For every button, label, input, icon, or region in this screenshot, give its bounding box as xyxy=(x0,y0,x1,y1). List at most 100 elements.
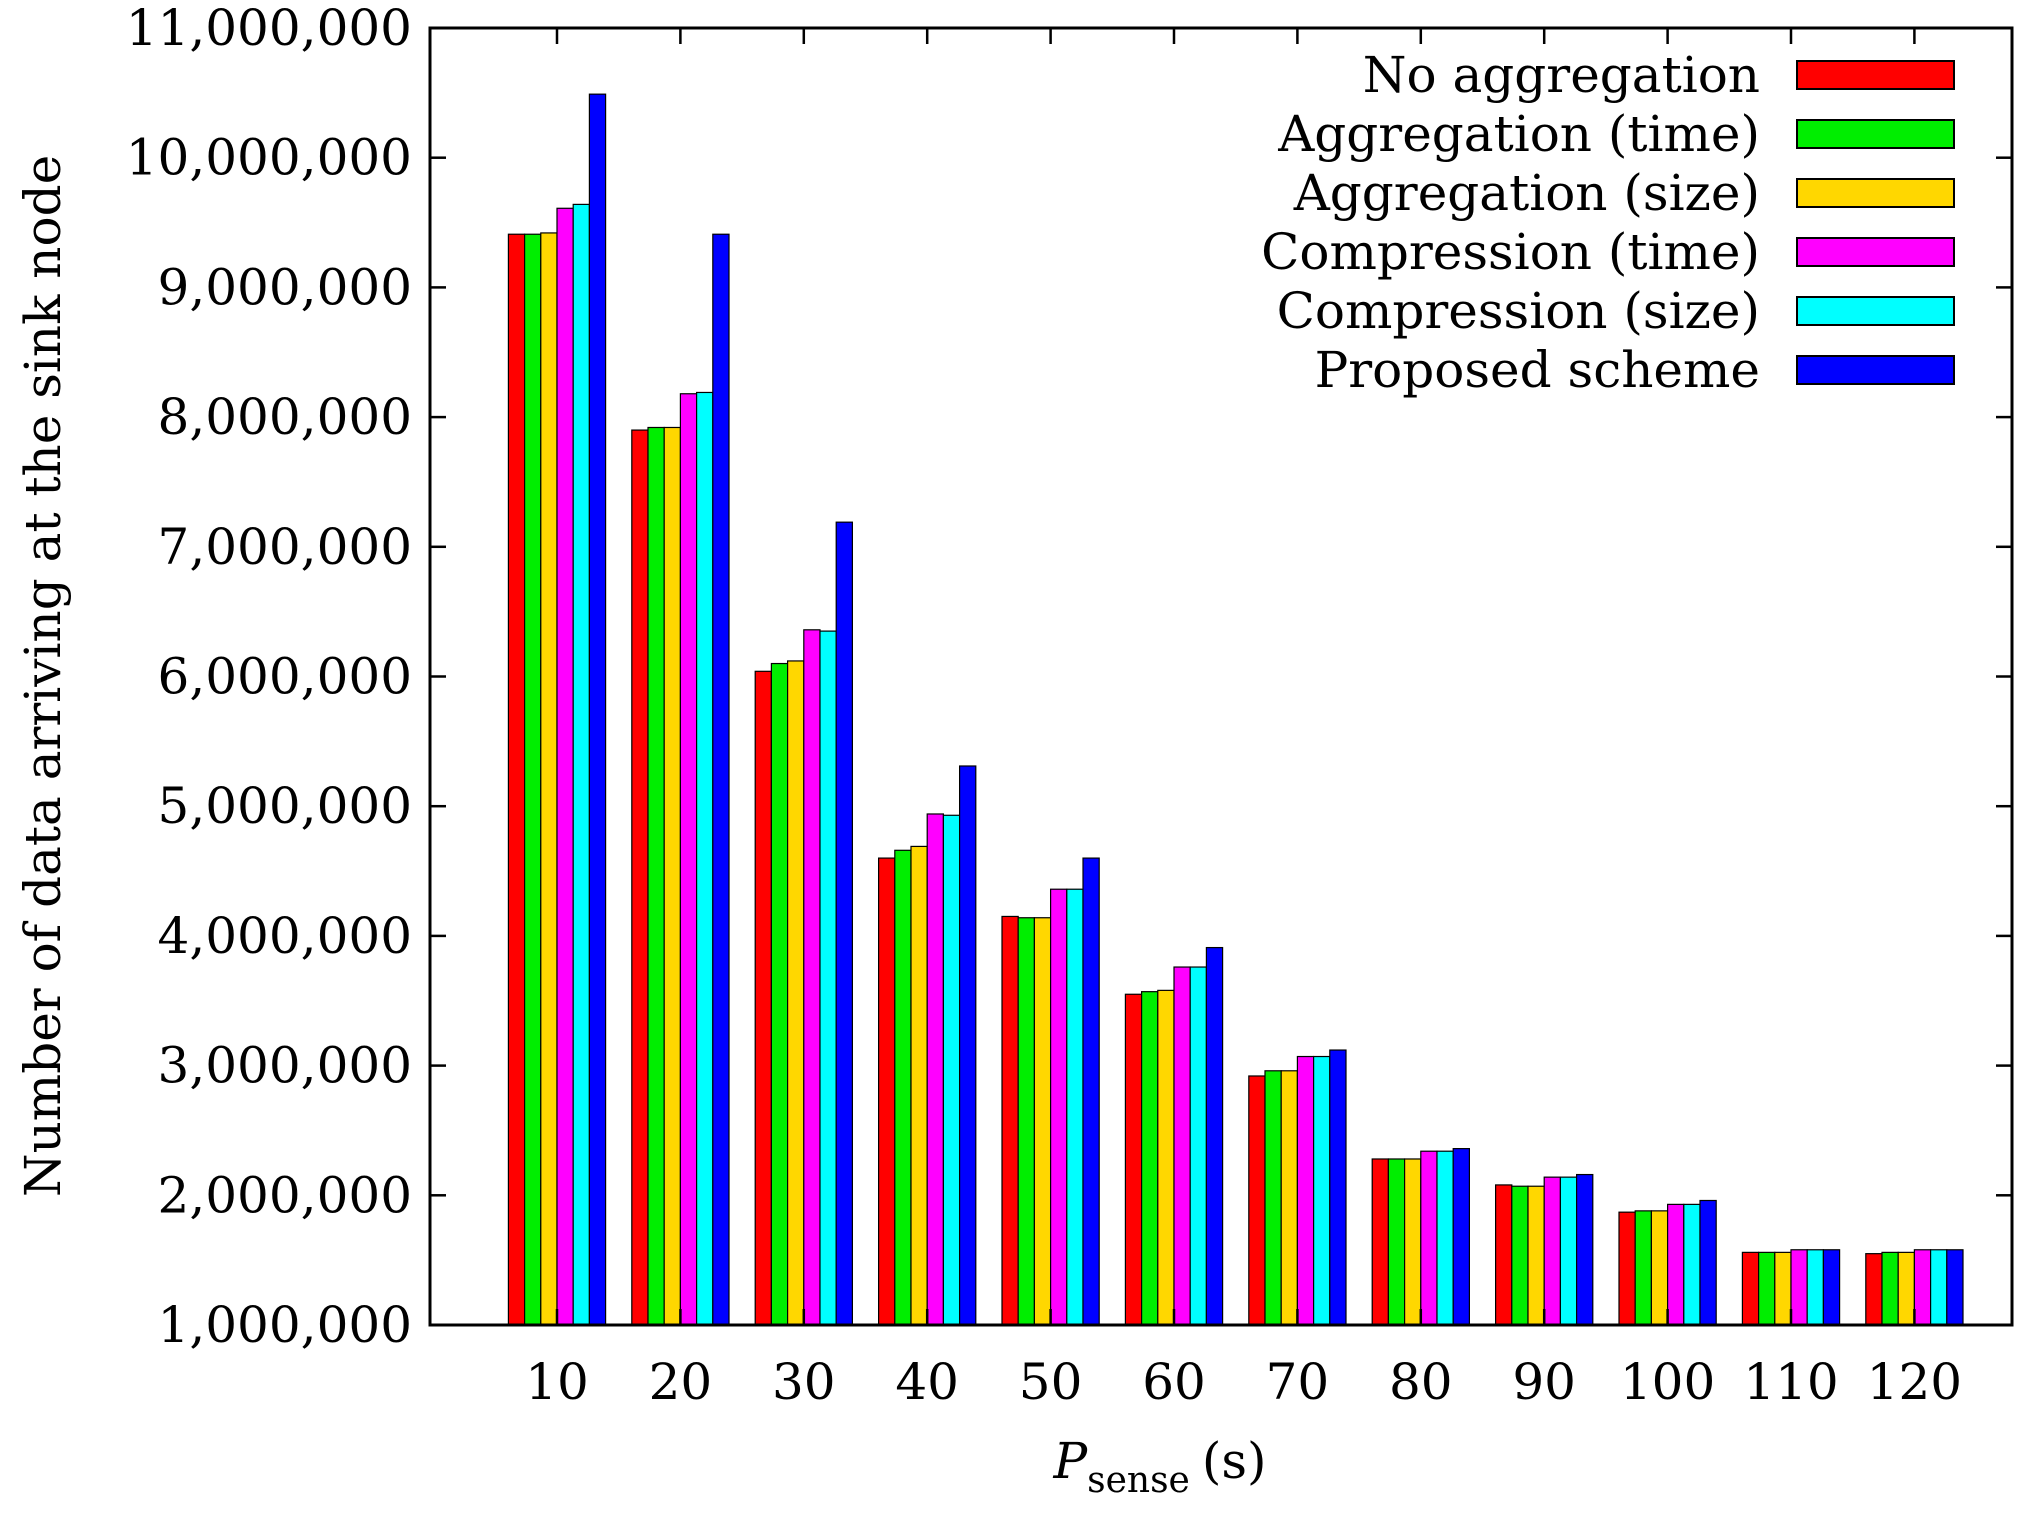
bar-2-cat-90 xyxy=(1511,1185,1529,1326)
bar-4-cat-120 xyxy=(1913,1249,1932,1326)
ticks-layer: 1,000,000 2,000,000 3,000,000 4,000,000 5,00… xyxy=(126,0,2012,1411)
bar-2-cat-120 xyxy=(1881,1251,1899,1326)
y-axis-title: Number of data arriving at the sink node xyxy=(14,155,72,1197)
x-axis-title-main: P xyxy=(1052,1432,1088,1490)
bar-1-cat-60 xyxy=(1124,993,1143,1326)
bar-2-cat-50 xyxy=(1017,917,1036,1326)
y-tick-label-8: 9,000,000 xyxy=(158,258,412,316)
x-tick-label-110: 110 xyxy=(1743,1353,1838,1411)
bar-4-cat-20 xyxy=(679,393,698,1326)
bar-4-cat-60 xyxy=(1173,966,1191,1326)
y-tick-label-4: 5,000,000 xyxy=(158,777,412,835)
bar-1-cat-40 xyxy=(877,857,896,1326)
bar-5-cat-70 xyxy=(1312,1055,1331,1326)
bar-2-cat-20 xyxy=(647,426,665,1326)
bar-6-cat-30 xyxy=(835,521,854,1326)
bar-3-cat-50 xyxy=(1033,917,1052,1326)
legend-label-2: Aggregation (time) xyxy=(1277,105,1760,163)
y-tick-label-9: 10,000,000 xyxy=(126,129,412,187)
bar-3-cat-30 xyxy=(786,660,805,1326)
bar-2-cat-10 xyxy=(523,233,542,1326)
bar-3-cat-80 xyxy=(1403,1158,1422,1326)
x-axis-title-unit: (s) xyxy=(1202,1432,1267,1490)
legend-swatch-6 xyxy=(1796,355,1955,385)
x-tick-label-10: 10 xyxy=(525,1353,589,1411)
x-tick-label-20: 20 xyxy=(649,1353,713,1411)
bar-3-cat-100 xyxy=(1650,1210,1669,1326)
x-tick-label-120: 120 xyxy=(1867,1353,1962,1411)
bar-3-cat-40 xyxy=(910,845,928,1326)
x-tick-label-40: 40 xyxy=(895,1353,959,1411)
bar-4-cat-10 xyxy=(556,207,574,1326)
bar-4-cat-70 xyxy=(1296,1055,1315,1326)
legend-swatch-5 xyxy=(1796,296,1955,326)
bar-2-cat-100 xyxy=(1634,1210,1652,1326)
legend-label-4: Compression (time) xyxy=(1261,223,1760,281)
bar-2-cat-30 xyxy=(770,662,789,1326)
bar-6-cat-10 xyxy=(588,93,607,1326)
bar-5-cat-60 xyxy=(1189,966,1207,1326)
y-tick-label-7: 8,000,000 xyxy=(158,388,412,446)
bar-6-cat-60 xyxy=(1205,946,1224,1326)
legend-label-5: Compression (size) xyxy=(1277,282,1760,340)
bar-1-cat-100 xyxy=(1618,1211,1636,1326)
bar-6-cat-80 xyxy=(1452,1148,1470,1326)
bar-6-cat-40 xyxy=(958,765,977,1326)
bar-1-cat-80 xyxy=(1371,1158,1389,1326)
bar-4-cat-90 xyxy=(1543,1176,1561,1326)
x-tick-label-90: 90 xyxy=(1512,1353,1576,1411)
bar-3-cat-10 xyxy=(540,232,558,1326)
bar-1-cat-90 xyxy=(1494,1184,1513,1326)
legend-label-1: No aggregation xyxy=(1363,46,1760,104)
bar-6-cat-50 xyxy=(1082,857,1100,1326)
legend-swatch-3 xyxy=(1796,178,1955,208)
y-tick-label-2: 3,000,000 xyxy=(158,1037,412,1095)
bar-6-cat-100 xyxy=(1699,1199,1717,1326)
bar-1-cat-30 xyxy=(754,670,773,1326)
bar-2-cat-110 xyxy=(1757,1251,1776,1326)
y-tick-label-10: 11,000,000 xyxy=(126,0,412,57)
bar-4-cat-110 xyxy=(1790,1249,1808,1326)
bar-5-cat-40 xyxy=(942,814,961,1326)
bar-5-cat-50 xyxy=(1066,888,1084,1326)
bar-1-cat-70 xyxy=(1248,1075,1266,1326)
bar-1-cat-10 xyxy=(507,233,526,1326)
bar-4-cat-40 xyxy=(926,813,945,1326)
x-tick-label-100: 100 xyxy=(1620,1353,1715,1411)
legend-swatch-1 xyxy=(1796,60,1955,90)
bar-3-cat-90 xyxy=(1527,1185,1545,1326)
bar-5-cat-90 xyxy=(1559,1176,1578,1326)
bar-2-cat-40 xyxy=(894,849,912,1326)
bar-6-cat-110 xyxy=(1822,1249,1841,1326)
bar-2-cat-80 xyxy=(1387,1158,1406,1326)
bar-4-cat-50 xyxy=(1049,888,1068,1326)
x-axis-title: Psense (s) xyxy=(1052,1432,1266,1501)
legend-label-6: Proposed scheme xyxy=(1315,341,1760,399)
bar-3-cat-60 xyxy=(1157,989,1175,1326)
bar-6-cat-20 xyxy=(712,233,730,1326)
bar-5-cat-120 xyxy=(1929,1249,1948,1326)
bar-3-cat-110 xyxy=(1774,1251,1792,1326)
x-tick-label-50: 50 xyxy=(1019,1353,1083,1411)
bar-6-cat-120 xyxy=(1946,1249,1964,1326)
y-tick-label-0: 1,000,000 xyxy=(158,1296,412,1354)
x-tick-label-70: 70 xyxy=(1266,1353,1330,1411)
bar-4-cat-30 xyxy=(803,629,821,1326)
x-axis-title-subscript: sense xyxy=(1087,1460,1190,1501)
x-tick-label-80: 80 xyxy=(1389,1353,1453,1411)
y-tick-label-6: 7,000,000 xyxy=(158,518,412,576)
y-tick-label-1: 2,000,000 xyxy=(158,1166,412,1224)
x-tick-label-60: 60 xyxy=(1142,1353,1206,1411)
bar-4-cat-100 xyxy=(1666,1203,1685,1326)
bar-1-cat-110 xyxy=(1741,1251,1760,1326)
bar-2-cat-60 xyxy=(1140,991,1159,1326)
y-tick-label-3: 4,000,000 xyxy=(158,907,412,965)
bar-3-cat-120 xyxy=(1897,1251,1915,1326)
bar-5-cat-30 xyxy=(819,630,837,1326)
bar-6-cat-90 xyxy=(1575,1173,1594,1326)
bar-5-cat-110 xyxy=(1806,1249,1824,1326)
x-tick-label-30: 30 xyxy=(772,1353,836,1411)
y-tick-label-5: 6,000,000 xyxy=(158,648,412,706)
bar-2-cat-70 xyxy=(1264,1070,1282,1326)
